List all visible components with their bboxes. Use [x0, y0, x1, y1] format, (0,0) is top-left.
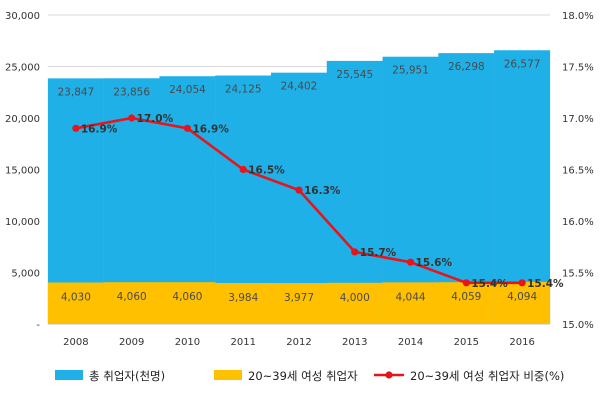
women-value-label: 4,044 [396, 291, 426, 303]
left-y-axis: - 5,000 10,000 15,000 20,000 25,000 30,000 [5, 11, 40, 331]
women-bar [438, 282, 495, 324]
total-value-label: 26,577 [504, 58, 541, 70]
x-tick-label: 2016 [509, 337, 534, 348]
x-tick-label: 2012 [286, 337, 311, 348]
legend-label-total: 총 취업자(천명) [89, 369, 165, 383]
total-value-label: 25,545 [336, 69, 373, 81]
women-bar [103, 282, 160, 324]
women-value-label: 3,984 [228, 292, 258, 304]
right-tick-label: 18.0% [562, 11, 594, 22]
right-tick-label: 15.0% [562, 320, 594, 331]
women-value-label: 4,030 [61, 291, 91, 303]
women-value-label: 4,060 [117, 291, 147, 303]
total-value-label: 24,125 [225, 84, 262, 96]
women-value-label: 4,059 [451, 291, 481, 303]
share-value-label: 17.0% [137, 113, 174, 125]
x-tick-label: 2011 [230, 337, 255, 348]
share-point [72, 124, 80, 132]
women-bar [326, 282, 383, 324]
share-point [462, 279, 470, 287]
share-point [128, 114, 136, 122]
bar-data-labels: 23,847 4,030 23,856 4,060 24,054 4,060 24,125 3… [58, 58, 541, 304]
right-tick-label: 16.5% [562, 166, 594, 177]
share-value-label: 16.3% [304, 185, 341, 197]
total-value-label: 26,298 [448, 61, 485, 73]
total-bar [494, 50, 551, 325]
share-point [351, 248, 359, 256]
share-line: 16.9% 17.0% 16.9% 16.5% 16.3% 15.7% 15.6% 15.4%… [72, 113, 564, 290]
left-tick-label: 15,000 [5, 166, 40, 177]
right-y-axis: 15.0% 15.5% 16.0% 16.5% 17.0% 17.5% 18.0% [562, 11, 594, 331]
left-tick-label: 20,000 [5, 114, 40, 125]
right-tick-label: 16.0% [562, 217, 594, 228]
women-value-label: 4,094 [507, 291, 537, 303]
women-value-label: 3,977 [284, 292, 314, 304]
total-bar [271, 72, 327, 325]
legend: 총 취업자(천명) 20~39세 여성 취업자 20~39세 여성 취업자 비중(%… [55, 369, 564, 383]
total-value-label: 24,402 [281, 81, 318, 93]
share-point [239, 165, 247, 174]
share-value-label: 16.9% [81, 123, 118, 135]
x-tick-label: 2008 [63, 337, 88, 348]
share-point [518, 279, 526, 287]
share-value-label: 15.7% [360, 247, 397, 259]
total-bar [215, 75, 272, 324]
share-point [406, 258, 415, 266]
x-tick-label: 2013 [342, 337, 367, 348]
left-tick-label: 25,000 [5, 63, 40, 74]
women-bar [159, 282, 216, 324]
women-bar [47, 282, 104, 324]
total-bar [326, 60, 383, 324]
share-value-label: 15.6% [416, 257, 453, 269]
right-tick-label: 17.0% [562, 114, 594, 125]
legend-swatch-total [55, 370, 83, 380]
left-tick-label: 5,000 [11, 269, 40, 280]
right-tick-label: 17.5% [562, 63, 594, 74]
x-tick-label: 2010 [175, 337, 200, 348]
x-tick-label: 2015 [454, 337, 479, 348]
total-value-label: 24,054 [169, 84, 206, 96]
legend-label-women: 20~39세 여성 취업자 [248, 369, 358, 383]
total-value-label: 23,847 [58, 86, 95, 98]
women-bar [494, 281, 551, 324]
total-value-label: 23,856 [113, 86, 150, 98]
legend-swatch-women [214, 370, 242, 380]
right-tick-label: 15.5% [562, 269, 594, 280]
legend-marker-share [385, 371, 393, 379]
share-point [295, 186, 303, 194]
left-tick-label: 10,000 [5, 217, 40, 228]
share-value-label: 15.4% [527, 278, 564, 290]
share-value-label: 16.5% [248, 165, 285, 177]
x-tick-label: 2014 [398, 337, 423, 348]
share-value-label: 16.9% [192, 123, 229, 135]
women-value-label: 4,060 [172, 291, 202, 303]
total-bar [438, 53, 495, 324]
x-axis: 2008 2009 2010 2011 2012 2013 2014 2015 2016 [48, 323, 550, 348]
women-20-39-bars [47, 281, 551, 324]
x-tick-label: 2009 [119, 337, 144, 348]
share-value-label: 15.4% [471, 278, 508, 290]
legend-label-share: 20~39세 여성 취업자 비중(%) [410, 369, 564, 383]
share-point [183, 124, 192, 132]
left-tick-label: - [36, 320, 40, 331]
women-bar [271, 283, 327, 324]
women-bar [215, 282, 272, 324]
left-tick-label: 30,000 [5, 11, 40, 22]
women-value-label: 4,000 [340, 292, 370, 304]
women-bar [382, 282, 439, 324]
total-bar [382, 56, 439, 324]
total-value-label: 25,951 [392, 65, 429, 77]
